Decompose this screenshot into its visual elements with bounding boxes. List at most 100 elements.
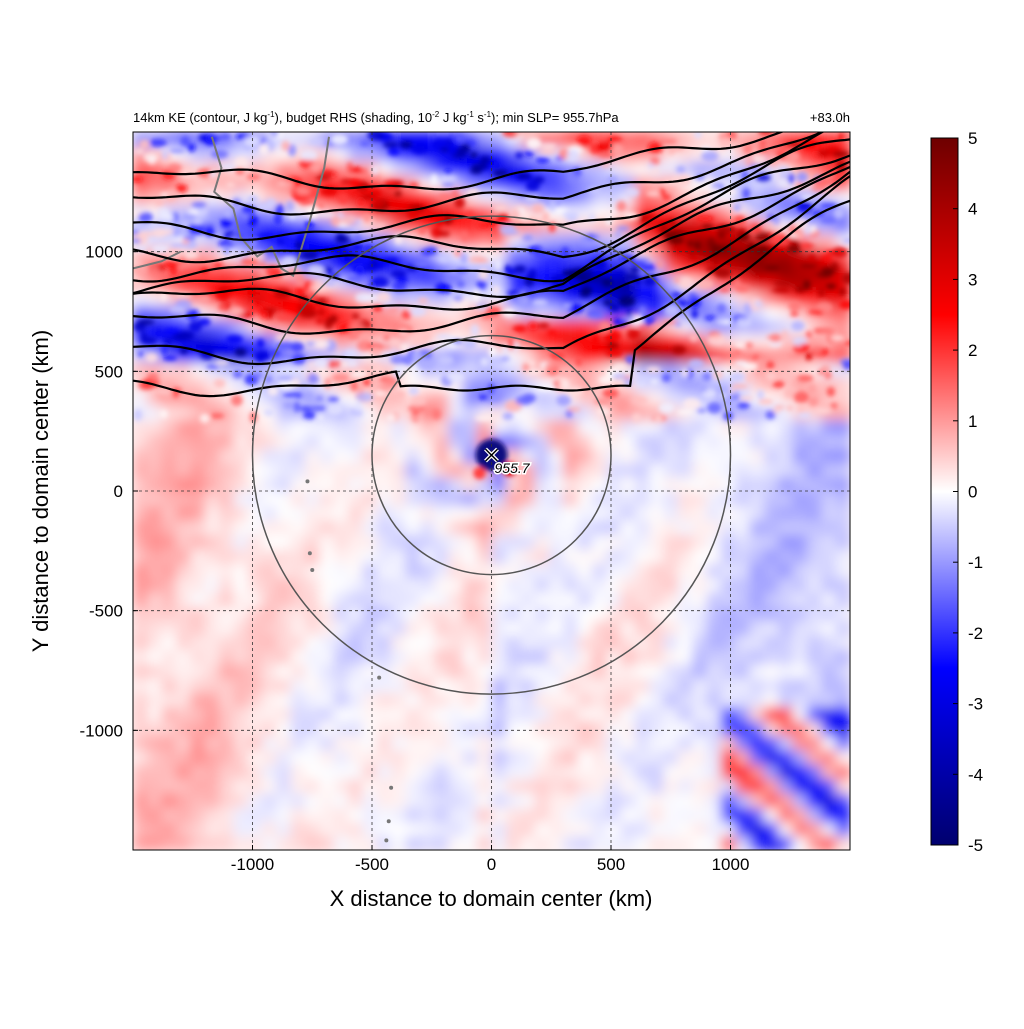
shade-cell bbox=[391, 605, 407, 622]
shade-speck bbox=[303, 411, 316, 420]
shade-cell bbox=[448, 763, 464, 780]
shade-cell bbox=[204, 419, 221, 435]
shade-cell bbox=[305, 792, 321, 808]
shade-cell bbox=[276, 663, 292, 679]
shade-speck bbox=[688, 292, 697, 300]
shade-cell bbox=[362, 433, 378, 449]
shade-cell bbox=[649, 433, 665, 449]
shade-cell bbox=[606, 806, 622, 823]
shade-cell bbox=[477, 605, 493, 622]
shade-cell bbox=[405, 663, 421, 679]
shade-cell bbox=[835, 835, 850, 850]
shade-cell bbox=[720, 591, 737, 607]
shade-speck bbox=[734, 360, 748, 367]
shade-cell bbox=[663, 562, 679, 579]
shade-cell bbox=[706, 835, 722, 850]
shade-cell bbox=[706, 806, 722, 823]
shade-cell bbox=[806, 821, 823, 837]
shade-cell bbox=[419, 620, 436, 636]
shade-speck bbox=[771, 287, 790, 293]
shade-speck bbox=[386, 306, 398, 314]
shade-cell bbox=[806, 433, 823, 449]
shade-cell bbox=[405, 735, 421, 751]
shade-cell bbox=[505, 505, 522, 521]
shade-cell bbox=[491, 692, 507, 708]
shade-cell bbox=[720, 605, 737, 622]
shade-cell bbox=[262, 476, 278, 492]
shade-cell bbox=[219, 706, 235, 722]
shade-speck bbox=[149, 138, 167, 147]
shade-cell bbox=[247, 562, 264, 579]
shade-speck bbox=[779, 173, 789, 179]
shade-cell bbox=[505, 634, 522, 650]
shade-cell bbox=[419, 835, 436, 850]
shade-cell bbox=[448, 835, 464, 850]
shade-cell bbox=[176, 491, 192, 507]
shade-cell bbox=[706, 433, 722, 449]
shade-cell bbox=[835, 591, 850, 607]
shade-cell bbox=[448, 692, 464, 708]
shade-cell bbox=[792, 821, 808, 837]
shade-cell bbox=[821, 835, 837, 850]
shade-cell bbox=[649, 720, 665, 737]
shade-speck bbox=[831, 247, 848, 258]
shade-speck bbox=[766, 361, 775, 369]
shade-cell bbox=[749, 778, 765, 794]
shade-cell bbox=[548, 806, 565, 823]
shade-speck bbox=[283, 402, 295, 409]
shade-cell bbox=[305, 447, 321, 464]
shade-cell bbox=[233, 433, 249, 449]
shade-speck bbox=[330, 214, 341, 227]
shade-cell bbox=[276, 591, 292, 607]
shade-cell bbox=[835, 218, 850, 234]
shade-speck bbox=[719, 136, 733, 149]
shade-speck bbox=[626, 309, 633, 318]
shade-speck bbox=[317, 415, 325, 421]
shade-speck bbox=[418, 297, 428, 304]
shade-cell bbox=[649, 634, 665, 650]
shade-cell bbox=[735, 462, 751, 478]
shade-cell bbox=[606, 419, 622, 435]
shade-speck bbox=[821, 267, 835, 277]
ke-contour bbox=[133, 165, 850, 311]
shade-cell bbox=[720, 577, 737, 593]
shade-cell bbox=[319, 591, 335, 607]
shade-cell bbox=[649, 476, 665, 492]
shade-cell bbox=[133, 419, 149, 435]
shade-cell bbox=[477, 677, 493, 694]
shade-cell bbox=[620, 620, 636, 636]
shade-speck bbox=[646, 366, 661, 373]
shade-cell bbox=[305, 749, 321, 765]
shade-speck bbox=[772, 381, 785, 388]
shade-cell bbox=[505, 735, 522, 751]
shade-cell bbox=[677, 476, 694, 492]
shade-cell bbox=[219, 519, 235, 536]
shade-cell bbox=[176, 505, 192, 521]
shade-cell bbox=[563, 347, 579, 363]
shade-speck bbox=[440, 175, 458, 181]
shade-cell bbox=[405, 634, 421, 650]
shade-cell bbox=[749, 519, 765, 536]
shade-cell bbox=[419, 419, 436, 435]
shade-cell bbox=[219, 692, 235, 708]
shade-cell bbox=[147, 835, 163, 850]
shade-cell bbox=[219, 835, 235, 850]
shade-cell bbox=[677, 462, 694, 478]
shade-cell bbox=[548, 304, 565, 320]
shade-cell bbox=[233, 318, 249, 335]
shade-cell bbox=[147, 175, 163, 191]
shade-cell bbox=[577, 663, 593, 679]
shade-speck bbox=[527, 268, 537, 280]
shade-cell bbox=[319, 447, 335, 464]
shade-cell bbox=[735, 749, 751, 765]
shade-cell bbox=[305, 591, 321, 607]
radius-ring bbox=[371, 334, 612, 576]
shade-cell bbox=[448, 605, 464, 622]
shade-speck bbox=[451, 189, 459, 198]
shade-speck bbox=[609, 143, 624, 155]
shade-cell bbox=[720, 491, 737, 507]
shade-speck bbox=[502, 412, 514, 421]
shade-cell bbox=[735, 648, 751, 665]
shade-cell bbox=[520, 548, 536, 564]
shade-cell bbox=[462, 433, 479, 449]
